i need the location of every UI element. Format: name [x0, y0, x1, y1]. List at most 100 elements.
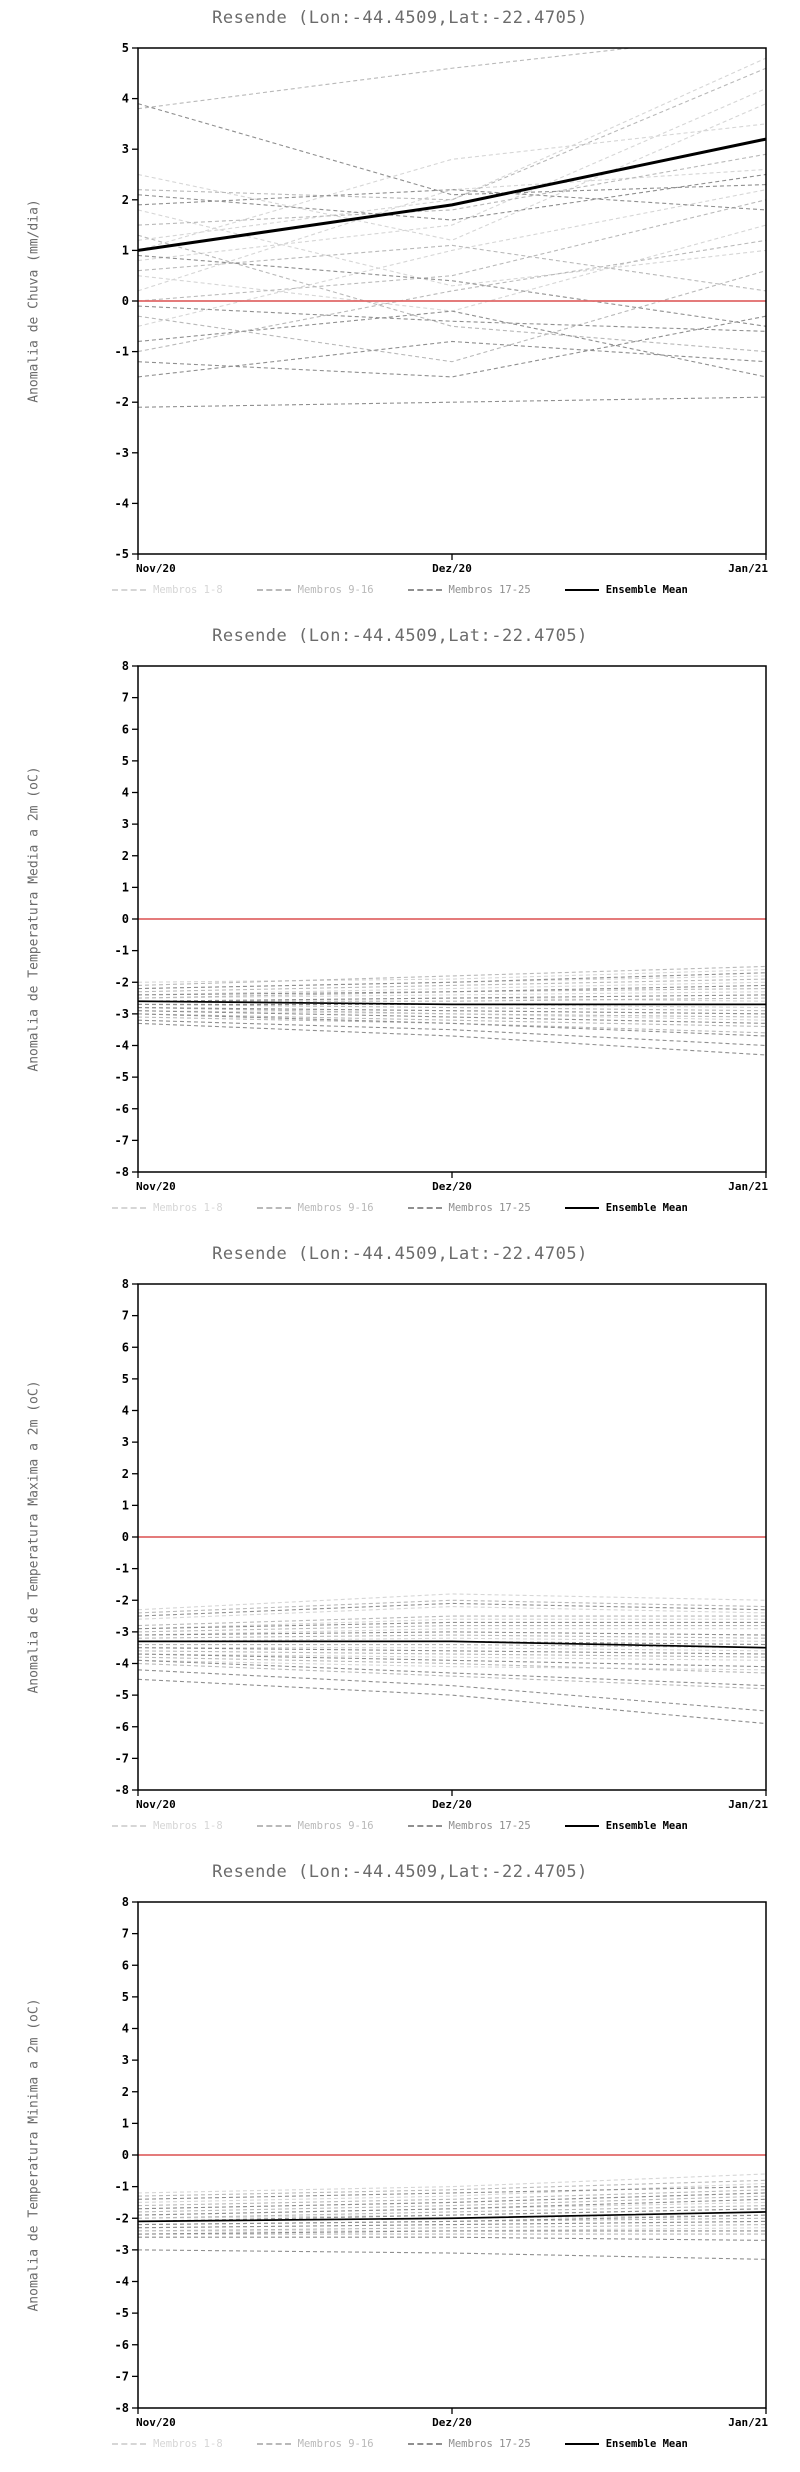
svg-text:-2: -2 — [115, 975, 129, 989]
legend-label: Membros 17-25 — [448, 2438, 531, 2450]
legend-label: Membros 17-25 — [448, 1820, 531, 1832]
legend-label: Membros 17-25 — [448, 1202, 531, 1214]
svg-text:-4: -4 — [115, 1657, 129, 1671]
svg-text:Dez/20: Dez/20 — [432, 1180, 472, 1193]
legend-item-ensemble-mean: Ensemble Mean — [564, 584, 688, 596]
svg-text:-3: -3 — [115, 2243, 129, 2257]
legend: Membros 1-8 Membros 9-16 Membros 17-25 E… — [0, 1820, 800, 1832]
svg-text:-3: -3 — [115, 446, 129, 460]
svg-text:3: 3 — [122, 2053, 129, 2067]
legend-label: Membros 1-8 — [153, 1820, 223, 1832]
legend-line-sample — [256, 589, 291, 591]
svg-text:1: 1 — [122, 2116, 129, 2130]
svg-text:3: 3 — [122, 817, 129, 831]
legend-line-sample — [112, 2443, 147, 2445]
legend-label: Membros 1-8 — [153, 2438, 223, 2450]
legend-item-membros-1-8: Membros 1-8 — [112, 1820, 223, 1832]
svg-text:-6: -6 — [115, 2338, 129, 2352]
svg-text:5: 5 — [122, 754, 129, 768]
svg-text:Nov/20: Nov/20 — [136, 562, 176, 575]
legend-line-sample — [112, 1207, 147, 1209]
svg-text:8: 8 — [122, 659, 129, 673]
chart-block-temp-maxima: Resende (Lon:-44.4509,Lat:-22.4705) Anom… — [0, 1236, 800, 1854]
legend-item-ensemble-mean: Ensemble Mean — [564, 2438, 688, 2450]
svg-text:-1: -1 — [115, 345, 129, 359]
legend-line-sample — [256, 1207, 291, 1209]
legend-item-membros-9-16: Membros 9-16 — [256, 1202, 374, 1214]
svg-text:0: 0 — [122, 912, 129, 926]
legend-item-membros-17-25: Membros 17-25 — [407, 2438, 531, 2450]
legend-item-membros-17-25: Membros 17-25 — [407, 1202, 531, 1214]
svg-text:-5: -5 — [115, 1688, 129, 1702]
legend-label: Membros 1-8 — [153, 584, 223, 596]
svg-text:7: 7 — [122, 1309, 129, 1323]
legend-item-membros-9-16: Membros 9-16 — [256, 2438, 374, 2450]
svg-text:2: 2 — [122, 193, 129, 207]
legend-item-membros-9-16: Membros 9-16 — [256, 584, 374, 596]
legend-item-ensemble-mean: Ensemble Mean — [564, 1202, 688, 1214]
legend-line-sample — [564, 589, 599, 591]
svg-text:3: 3 — [122, 1435, 129, 1449]
legend-item-membros-17-25: Membros 17-25 — [407, 584, 531, 596]
svg-text:-4: -4 — [115, 496, 129, 510]
svg-text:-8: -8 — [115, 1783, 129, 1797]
legend-label: Ensemble Mean — [605, 584, 688, 596]
legend-label: Membros 9-16 — [297, 2438, 374, 2450]
svg-text:1: 1 — [122, 243, 129, 257]
svg-text:-6: -6 — [115, 1720, 129, 1734]
legend-line-sample — [564, 1825, 599, 1827]
svg-text:-3: -3 — [115, 1007, 129, 1021]
svg-text:-8: -8 — [115, 1165, 129, 1179]
svg-text:-7: -7 — [115, 1133, 129, 1147]
chart-title: Resende (Lon:-44.4509,Lat:-22.4705) — [212, 1244, 588, 1264]
legend-label: Membros 9-16 — [297, 1202, 374, 1214]
legend-label: Membros 9-16 — [297, 1820, 374, 1832]
svg-text:5: 5 — [122, 1372, 129, 1386]
svg-text:7: 7 — [122, 1927, 129, 1941]
legend-label: Ensemble Mean — [605, 1202, 688, 1214]
svg-text:-3: -3 — [115, 1625, 129, 1639]
chart-block-temp-minima: Resende (Lon:-44.4509,Lat:-22.4705) Anom… — [0, 1854, 800, 2472]
svg-text:Nov/20: Nov/20 — [136, 2416, 176, 2429]
legend-line-sample — [564, 1207, 599, 1209]
svg-text:2: 2 — [122, 849, 129, 863]
chart-title: Resende (Lon:-44.4509,Lat:-22.4705) — [212, 1862, 588, 1882]
svg-text:Jan/21: Jan/21 — [728, 2416, 768, 2429]
svg-text:-1: -1 — [115, 1562, 129, 1576]
legend-line-sample — [407, 1207, 442, 1209]
legend: Membros 1-8 Membros 9-16 Membros 17-25 E… — [0, 2438, 800, 2450]
legend-line-sample — [407, 589, 442, 591]
svg-text:-5: -5 — [115, 1070, 129, 1084]
legend-item-membros-1-8: Membros 1-8 — [112, 2438, 223, 2450]
svg-text:Nov/20: Nov/20 — [136, 1798, 176, 1811]
legend-line-sample — [112, 1825, 147, 1827]
svg-text:-2: -2 — [115, 2211, 129, 2225]
svg-text:-2: -2 — [115, 1593, 129, 1607]
plot-canvas: -8 -7 -6 -5 -4 -3 -2 -1 0 1 2 3 4 5 6 7 8 Nov/20 Dez/20 Jan… — [115, 1277, 769, 1811]
svg-text:-4: -4 — [115, 2275, 129, 2289]
svg-text:Nov/20: Nov/20 — [136, 1180, 176, 1193]
legend-line-sample — [112, 589, 147, 591]
legend-line-sample — [256, 1825, 291, 1827]
svg-text:6: 6 — [122, 722, 129, 736]
chart-block-temp-media: Resende (Lon:-44.4509,Lat:-22.4705) Anom… — [0, 618, 800, 1236]
svg-text:4: 4 — [122, 1404, 129, 1418]
svg-text:1: 1 — [122, 1498, 129, 1512]
plot-canvas: -8 -7 -6 -5 -4 -3 -2 -1 0 1 2 3 4 5 6 7 8 Nov/20 Dez/20 Jan… — [115, 1895, 769, 2429]
svg-text:6: 6 — [122, 1958, 129, 1972]
svg-text:3: 3 — [122, 142, 129, 156]
svg-text:7: 7 — [122, 691, 129, 705]
legend-label: Membros 1-8 — [153, 1202, 223, 1214]
legend-line-sample — [407, 2443, 442, 2445]
svg-text:Jan/21: Jan/21 — [728, 1798, 768, 1811]
legend-label: Ensemble Mean — [605, 2438, 688, 2450]
svg-text:0: 0 — [122, 1530, 129, 1544]
svg-text:Dez/20: Dez/20 — [432, 2416, 472, 2429]
legend: Membros 1-8 Membros 9-16 Membros 17-25 E… — [0, 1202, 800, 1214]
legend-item-ensemble-mean: Ensemble Mean — [564, 1820, 688, 1832]
svg-text:-2: -2 — [115, 395, 129, 409]
svg-text:4: 4 — [122, 786, 129, 800]
svg-text:0: 0 — [122, 2148, 129, 2162]
svg-text:-1: -1 — [115, 944, 129, 958]
legend-item-membros-17-25: Membros 17-25 — [407, 1820, 531, 1832]
